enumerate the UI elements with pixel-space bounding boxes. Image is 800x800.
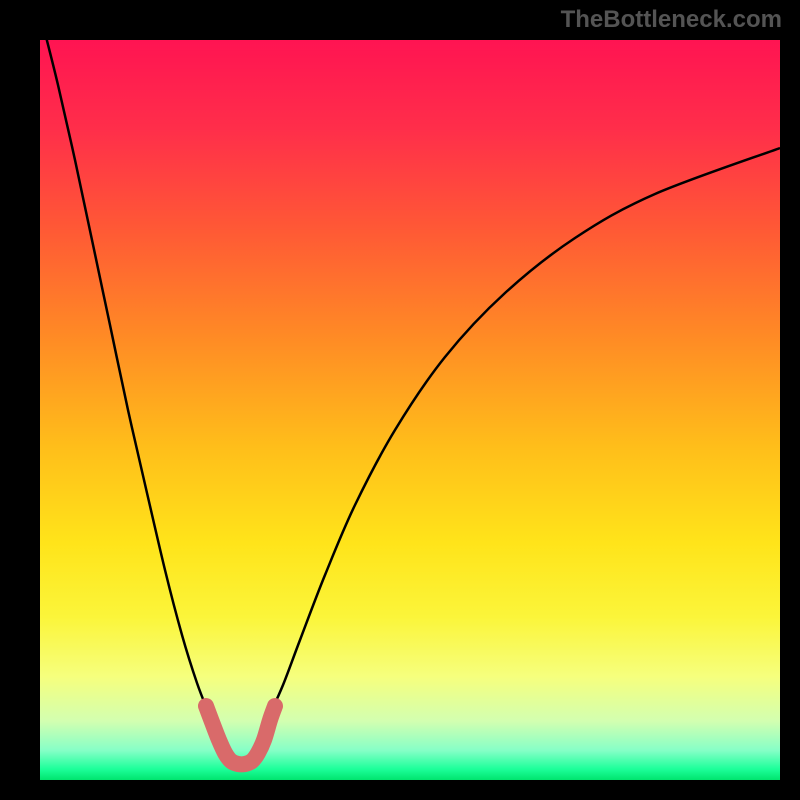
curve-overlay: [40, 40, 780, 780]
watermark-text: TheBottleneck.com: [561, 6, 782, 34]
optimal-range-marker: [206, 706, 275, 764]
plot-area: [40, 40, 780, 780]
chart-frame: TheBottleneck.com: [0, 0, 800, 800]
bottleneck-curve-left: [43, 40, 209, 714]
bottleneck-curve-right: [270, 148, 780, 714]
